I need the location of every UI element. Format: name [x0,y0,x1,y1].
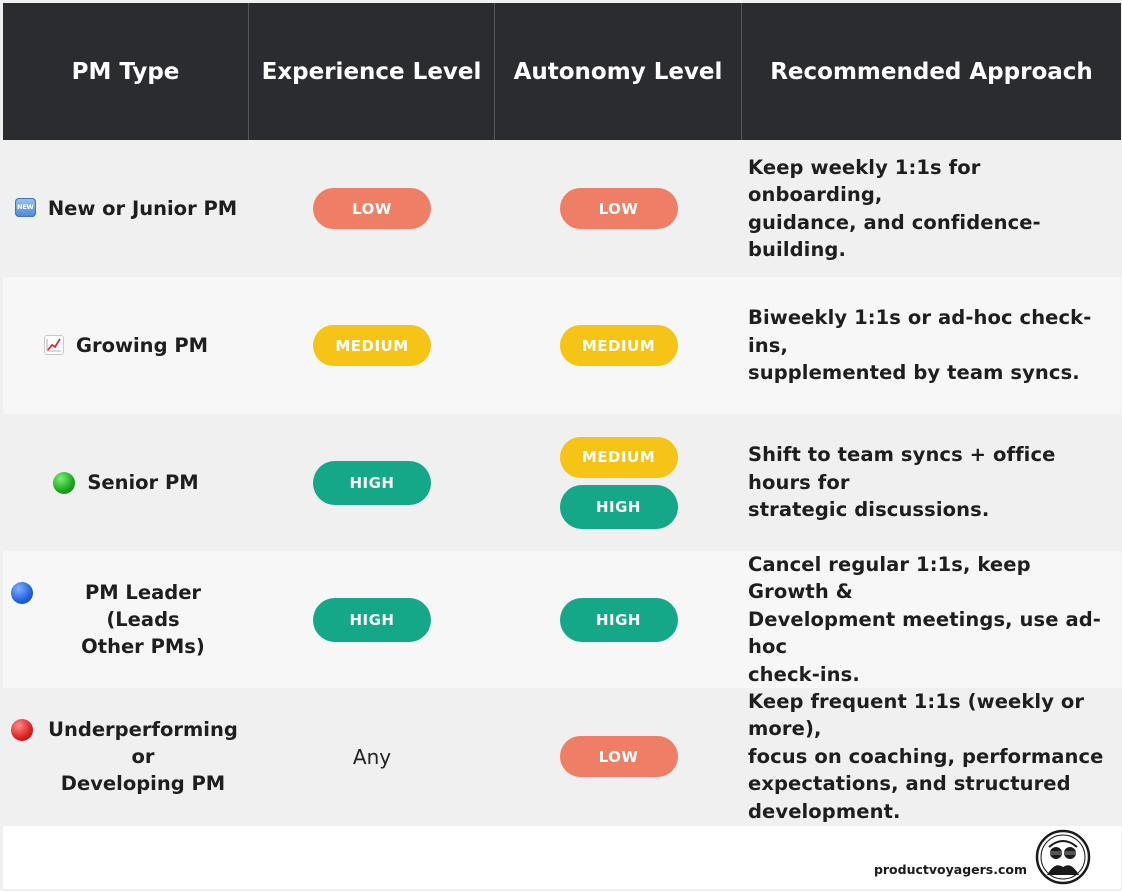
green-circle-icon [53,472,76,494]
pm-type-cell: PM Leader (Leads Other PMs) [3,551,249,688]
approach-text-line: Keep frequent 1:1s (weekly or more), [748,689,1085,741]
autonomy-cell: MEDIUM [495,277,742,414]
autonomy-badge-low: LOW [559,736,678,777]
autonomy-badge-medium: MEDIUM [559,325,678,366]
autonomy-badge-high: HIGH [559,484,678,529]
experience-badge-low: LOW [313,188,431,229]
blue-circle-icon [11,582,33,604]
pm-type-label: New or Junior PM [47,197,238,220]
experience-cell: Any [249,688,495,825]
new-badge-icon: NEW [14,198,36,217]
table-row: NEW New or Junior PM LOW LOW Keep weekly… [3,140,1121,277]
pm-approach-table: PM Type Experience Level Autonomy Level … [3,3,1121,825]
experience-cell: LOW [249,140,495,277]
table-header: PM Type Experience Level Autonomy Level … [3,3,1121,140]
pm-type-label-line2: Developing PM [60,772,226,795]
header-autonomy-level: Autonomy Level [495,3,742,140]
table-row: PM Leader (Leads Other PMs) HIGH HIGH Ca… [3,551,1121,688]
table-row: Growing PM MEDIUM MEDIUM Biweekly 1:1s o… [3,277,1121,414]
approach-text-line: Biweekly 1:1s or ad-hoc check-ins, [748,306,1092,357]
pm-type-label: Underperforming or [48,718,238,768]
autonomy-badge-low: LOW [559,188,678,229]
autonomy-cell: MEDIUM HIGH [495,414,742,551]
header-experience-level: Experience Level [249,3,495,140]
header-pm-type: PM Type [3,3,249,140]
autonomy-cell: LOW [495,688,742,825]
experience-value-any: Any [352,744,392,769]
experience-badge-medium: MEDIUM [313,325,431,366]
autonomy-badge-medium: MEDIUM [559,436,678,478]
approach-text-line: Cancel regular 1:1s, keep Growth & [748,552,1031,604]
approach-text-line: Keep weekly 1:1s for onboarding, [748,155,981,207]
pm-type-cell: Senior PM [3,414,249,551]
approach-text-line: Shift to team syncs + office hours for [748,443,1056,494]
experience-badge-high: HIGH [313,597,431,642]
experience-cell: HIGH [249,551,495,688]
pm-type-cell: Underperforming or Developing PM [3,688,249,825]
approach-text-line: check-ins. [748,662,860,686]
pm-type-label: PM Leader (Leads [84,581,202,631]
approach-cell: Keep frequent 1:1s (weekly or more), foc… [742,688,1121,825]
approach-text-line: expectations, and structured [748,772,1071,796]
approach-text-line: focus on coaching, performance [748,744,1104,768]
red-circle-icon [11,719,33,741]
brand-url: productvoyagers.com [873,862,1027,877]
header-recommended-approach: Recommended Approach [770,58,1093,85]
approach-cell: Keep weekly 1:1s for onboarding, guidanc… [742,140,1121,277]
pm-type-cell: NEW New or Junior PM [3,140,249,277]
approach-cell: Shift to team syncs + office hours for s… [742,414,1121,551]
table-row: Underperforming or Developing PM Any LOW… [3,688,1121,825]
approach-text-line: guidance, and confidence-building. [748,210,1041,262]
pm-type-label-line2: Other PMs) [81,635,205,658]
approach-text-line: supplemented by team syncs. [748,361,1080,385]
table-row: Senior PM HIGH MEDIUM HIGH Shift to team… [3,414,1121,551]
footer: productvoyagers.com [3,826,1121,889]
approach-text-line: Development meetings, use ad-hoc [748,607,1101,659]
approach-cell: Cancel regular 1:1s, keep Growth & Devel… [742,551,1121,688]
experience-cell: MEDIUM [249,277,495,414]
autonomy-cell: HIGH [495,551,742,688]
pm-type-label: Senior PM [87,471,199,494]
approach-cell: Biweekly 1:1s or ad-hoc check-ins, suppl… [742,277,1121,414]
pm-type-cell: Growing PM [3,277,249,414]
chart-increasing-icon [43,335,64,355]
approach-text-line: development. [748,799,901,823]
pm-type-label: Growing PM [75,334,209,357]
experience-badge-high: HIGH [313,460,431,505]
autonomy-cell: LOW [495,140,742,277]
approach-text-line: strategic discussions. [748,498,990,522]
experience-cell: HIGH [249,414,495,551]
autonomy-badge-high: HIGH [559,597,678,642]
product-voyagers-logo-icon [1035,829,1091,885]
